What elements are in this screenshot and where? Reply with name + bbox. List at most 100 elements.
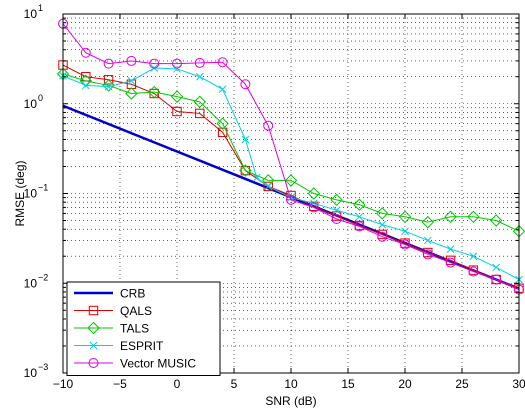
- qals-point: [263, 181, 273, 192]
- tals-point: [147, 85, 161, 99]
- legend: CRB QALS TALS ESPRIT Vector MUSIC: [66, 281, 221, 376]
- x-tick-label: 20: [398, 377, 412, 391]
- esprit-point: [173, 64, 181, 73]
- esprit-point: [446, 245, 455, 253]
- y-tick-label-base: 10: [24, 366, 38, 380]
- tals-point: [239, 164, 252, 177]
- vector-music-point: [263, 120, 274, 131]
- legend-box: [66, 281, 221, 376]
- qals-point: [195, 108, 205, 119]
- legend-label-qals: QALS: [120, 304, 152, 318]
- esprit-point: [423, 236, 432, 245]
- tals-point: [375, 207, 389, 220]
- tals-point: [193, 95, 207, 109]
- legend-label-crb: CRB: [120, 287, 145, 301]
- qals-point: [172, 106, 182, 117]
- legend-marker-tals: [87, 321, 100, 335]
- vector-music-point: [377, 231, 388, 242]
- x-tick-label: 5: [231, 377, 238, 391]
- y-tick-label-exponent: 1: [38, 3, 43, 13]
- esprit-point: [252, 173, 261, 182]
- series-tals: [56, 67, 525, 238]
- y-tick-label-exponent: −1: [38, 183, 48, 193]
- tals-point: [353, 198, 366, 211]
- esprit-point: [104, 82, 113, 91]
- x-tick-label: 25: [455, 377, 469, 391]
- legend-marker-vector-music: [88, 358, 99, 368]
- vector-music-point: [103, 58, 114, 69]
- esprit-point: [492, 263, 501, 272]
- vector-music-point: [468, 266, 479, 277]
- legend-label-tals: TALS: [120, 322, 149, 336]
- vector-music-point: [240, 79, 251, 90]
- tals-line: [62, 73, 520, 232]
- vector-music-point: [286, 194, 296, 205]
- x-tick-labels: −10 −5 0 5 10 15 20 25 30: [53, 377, 525, 391]
- vector-music-point: [172, 58, 182, 69]
- qals-point: [240, 165, 251, 176]
- x-tick-label: 10: [284, 377, 298, 391]
- y-tick-label-exponent: 0: [38, 93, 43, 103]
- vector-music-point: [445, 257, 456, 268]
- esprit-point: [264, 182, 273, 191]
- vector-music-point: [217, 57, 228, 68]
- vector-music-point: [126, 55, 137, 66]
- vector-music-point: [331, 213, 342, 224]
- vector-music-point: [308, 202, 319, 213]
- y-tick-label-exponent: −3: [38, 362, 48, 372]
- esprit-point: [241, 135, 250, 144]
- tals-point: [467, 210, 480, 224]
- tals-point: [170, 90, 184, 103]
- tals-point: [421, 215, 435, 229]
- y-tick-label-base: 10: [24, 187, 38, 201]
- esprit-point: [355, 212, 364, 221]
- x-tick-label: 0: [174, 377, 181, 391]
- legend-label-esprit: ESPRIT: [120, 339, 164, 353]
- legend-label-vector-music: Vector MUSIC: [120, 357, 196, 371]
- legend-marker-esprit: [89, 341, 98, 350]
- qals-point: [331, 211, 342, 221]
- esprit-point: [81, 81, 90, 90]
- esprit-point: [195, 72, 204, 81]
- y-tick-label-exponent: −2: [38, 272, 48, 282]
- x-tick-label: −10: [53, 377, 74, 391]
- esprit-point: [332, 206, 341, 215]
- y-tick-label-base: 10: [24, 276, 38, 290]
- esprit-point: [401, 227, 409, 236]
- tals-point: [330, 193, 343, 207]
- tals-point: [444, 210, 457, 224]
- series-vector-music: [58, 18, 524, 295]
- x-tick-label: −5: [113, 377, 127, 391]
- tals-point: [398, 210, 412, 224]
- x-tick-label: 30: [512, 377, 525, 391]
- vector-music-point: [422, 249, 433, 260]
- tals-point: [284, 174, 298, 187]
- tals-point: [125, 87, 138, 100]
- qals-point: [103, 75, 114, 85]
- axis-ticks: [62, 14, 520, 374]
- vector-music-point: [491, 274, 502, 285]
- esprit-point: [287, 193, 295, 202]
- esprit-point: [127, 76, 136, 85]
- esprit-point: [378, 220, 387, 229]
- x-axis-title: SNR (dB): [265, 394, 316, 408]
- data-series: [56, 18, 525, 295]
- vector-music-point: [354, 221, 365, 232]
- vector-music-point: [149, 58, 160, 69]
- x-tick-label: 15: [341, 377, 355, 391]
- tals-point: [216, 117, 229, 130]
- vector-music-point: [80, 47, 91, 58]
- vector-music-line: [62, 23, 520, 291]
- vector-music-point: [400, 239, 410, 250]
- esprit-line: [62, 67, 520, 280]
- esprit-point: [469, 252, 478, 261]
- y-axis-title: RMSE (deg): [13, 160, 27, 226]
- esprit-point: [218, 85, 227, 94]
- y-tick-label-base: 10: [24, 97, 38, 111]
- y-tick-label-base: 10: [24, 7, 38, 21]
- legend-marker-qals: [88, 305, 99, 316]
- vector-music-point: [194, 57, 205, 68]
- tals-point: [489, 214, 503, 227]
